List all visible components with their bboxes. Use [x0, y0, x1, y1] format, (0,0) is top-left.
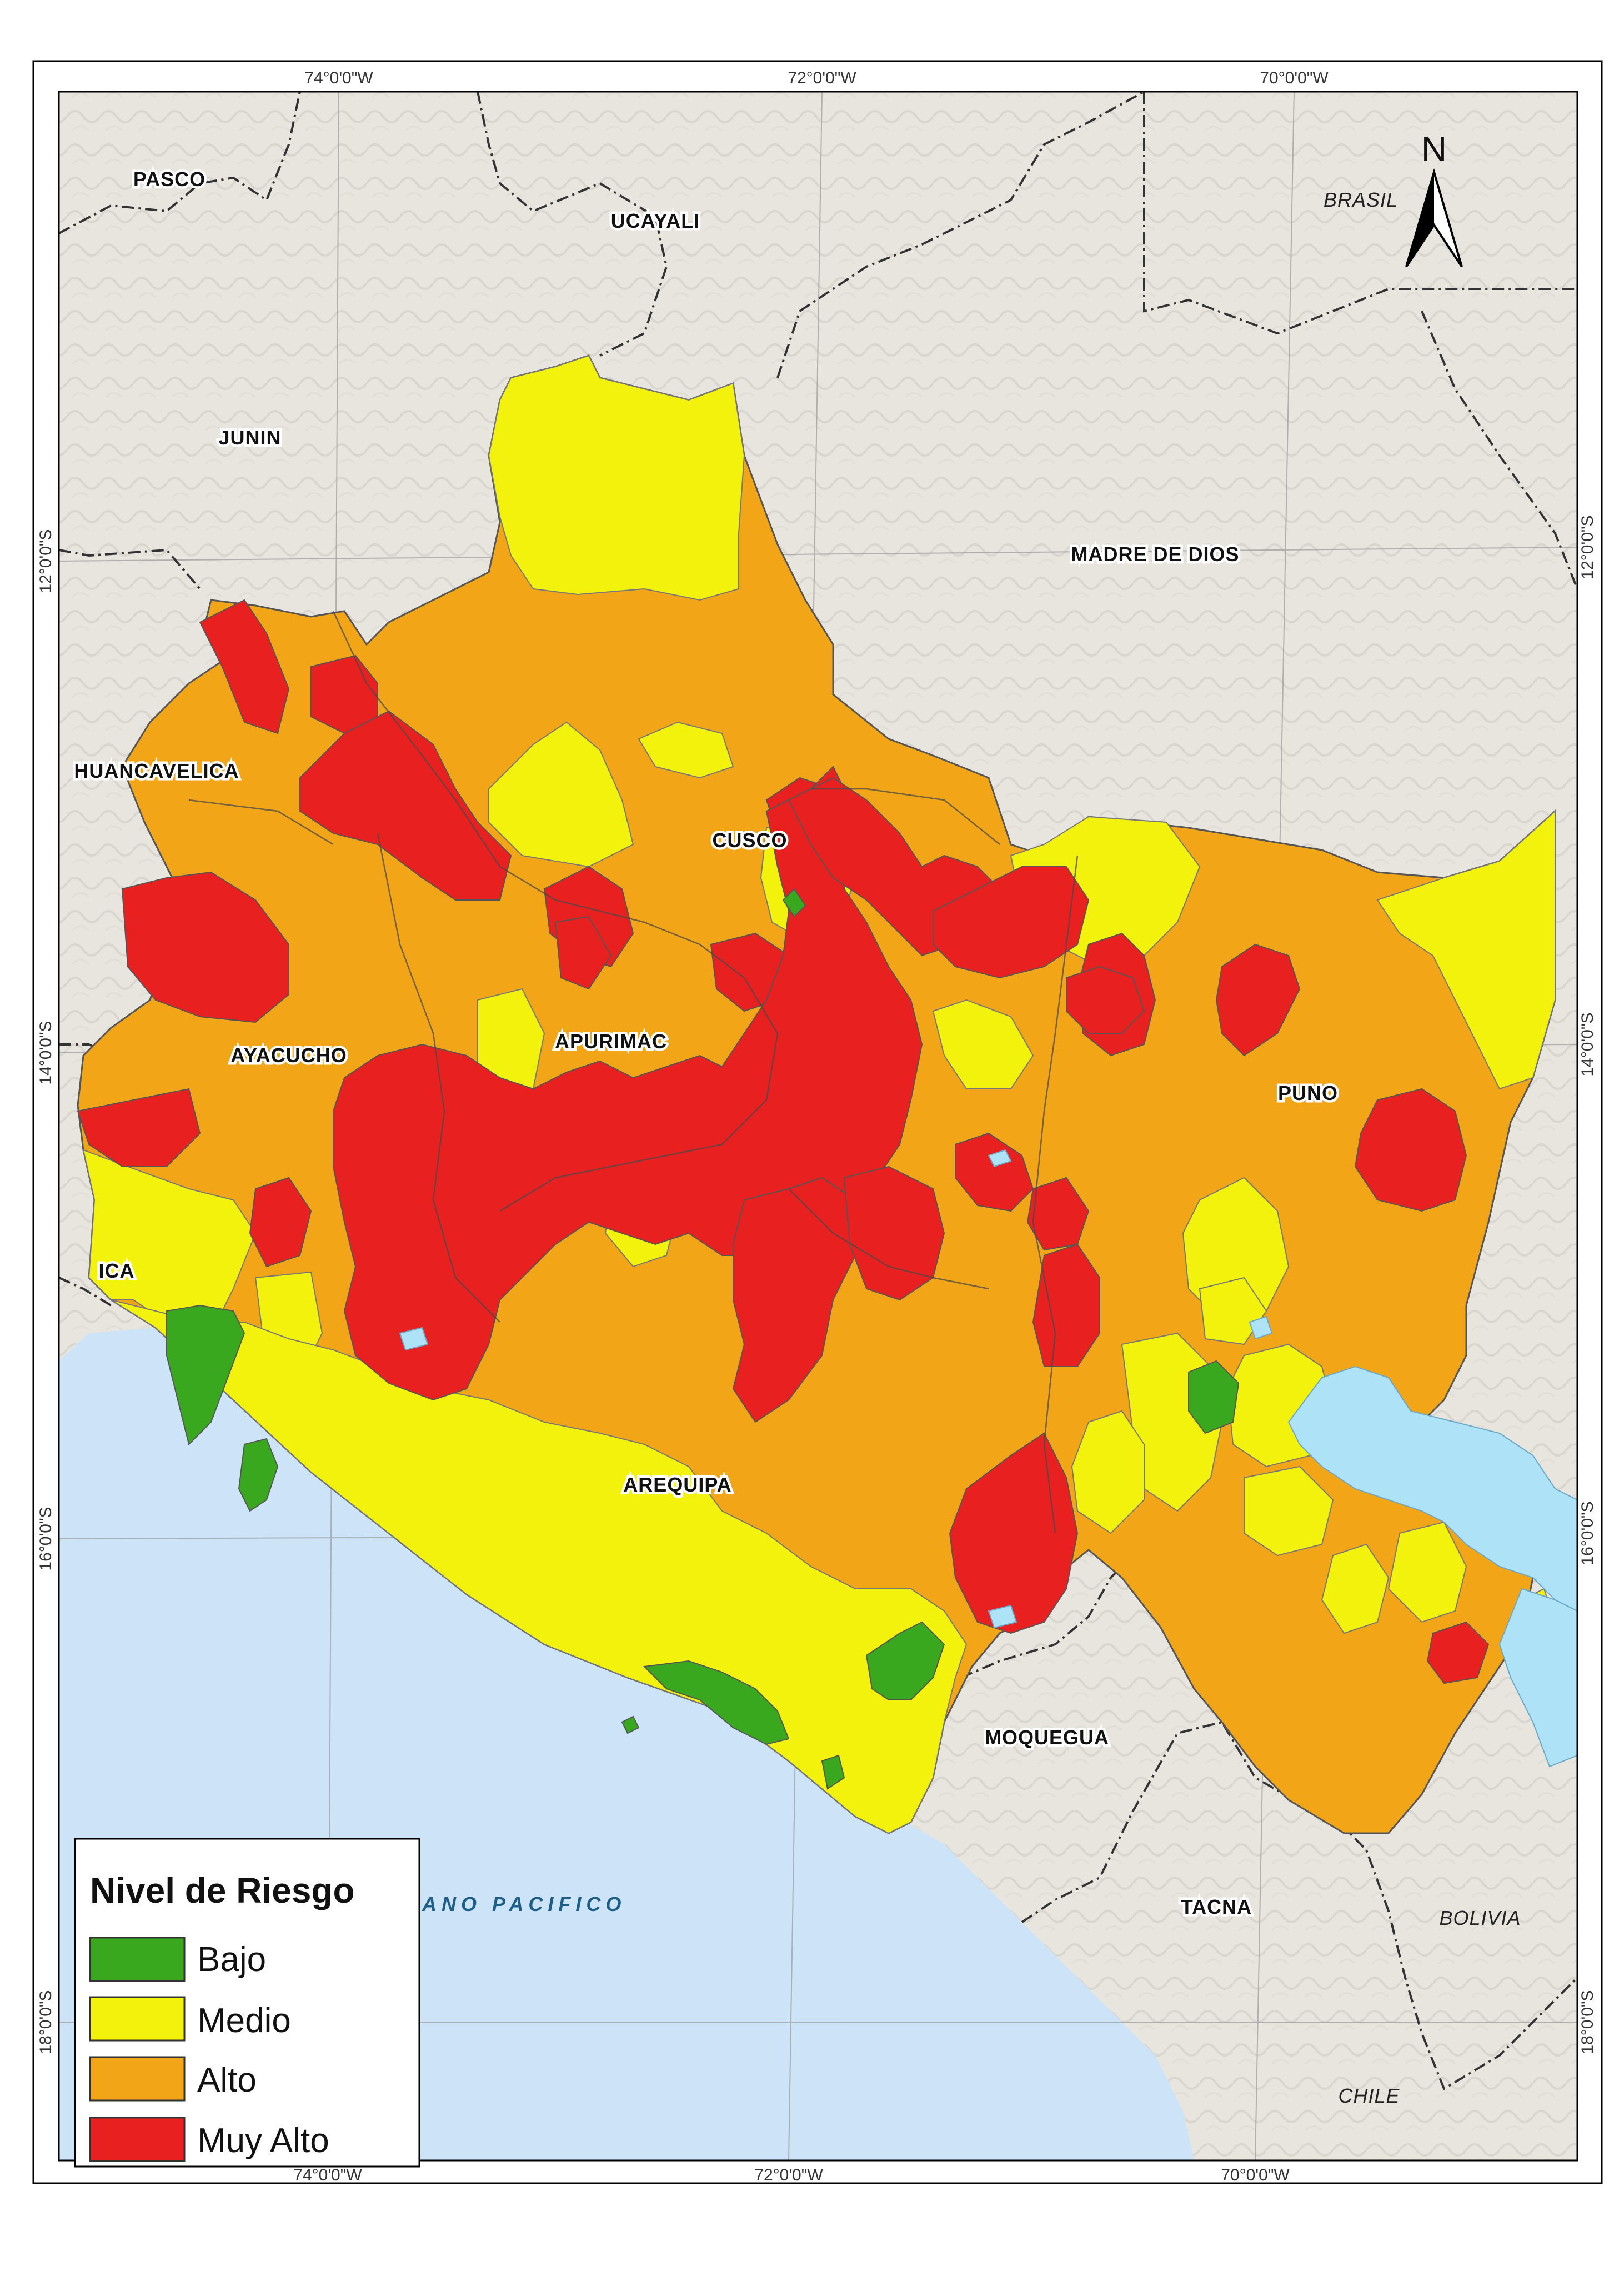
region-label-ica: ICA: [99, 1259, 135, 1282]
legend-swatch-bajo: [89, 1937, 186, 1982]
legend-label-muy-alto: Muy Alto: [197, 2122, 329, 2160]
lake-titicaca: [1287, 1365, 1577, 1612]
legend-label-bajo: Bajo: [197, 1940, 266, 1979]
legend-label-alto: Alto: [197, 2061, 257, 2099]
region-label-cusco: CUSCO: [712, 829, 787, 852]
region-label-junin: JUNIN: [218, 426, 281, 449]
lake-south-bolivia: [1498, 1588, 1577, 1768]
legend-swatch-muy-alto: [89, 2117, 186, 2162]
region-label-pasco: PASCO: [133, 168, 205, 191]
region-label-ucayali: UCAYALI: [611, 209, 700, 232]
legend-title: Nivel de Riesgo: [90, 1870, 355, 1910]
legend-swatch-medio: [89, 1996, 186, 2042]
department-borders: [59, 92, 1577, 2090]
region-label-tacna: TACNA: [1181, 1895, 1252, 1918]
lat-right-16: 16°0'0"S: [1578, 1501, 1597, 1565]
legend: Nivel de Riesgo Bajo Medio Alto Muy Alto: [74, 1838, 420, 2168]
region-label-moquegua: MOQUEGUA: [985, 1726, 1109, 1749]
lon-top-74: 74°0'0"W: [304, 69, 373, 87]
lon-top-70: 70°0'0"W: [1260, 69, 1329, 87]
map-border: [58, 91, 1578, 2162]
region-label-madre-de-dios: MADRE DE DIOS: [1071, 543, 1239, 566]
lon-bottom-70: 70°0'0"W: [1221, 2166, 1290, 2184]
lat-left-18: 18°0'0"S: [37, 1990, 55, 2054]
lat-right-14: 14°0'0"S: [1578, 1012, 1597, 1076]
region-label-ayacucho: AYACUCHO: [230, 1044, 347, 1067]
risk-bajo-zones: [166, 888, 1240, 1790]
lakes: [399, 1149, 1577, 1768]
region-label-arequipa: AREQUIPA: [623, 1473, 731, 1496]
lon-top-72: 72°0'0"W: [788, 69, 856, 87]
lat-right-18: 18°0'0"S: [1578, 1990, 1597, 2054]
region-label-puno: PUNO: [1278, 1082, 1338, 1104]
province-lines: [188, 611, 1079, 1534]
lat-left-14: 14°0'0"S: [37, 1021, 55, 1084]
legend-swatch-alto: [89, 2056, 186, 2102]
ocean-label: ANO PACIFICO: [422, 1893, 626, 1915]
lon-bottom-74: 74°0'0"W: [293, 2166, 362, 2184]
legend-label-medio: Medio: [197, 2002, 291, 2040]
region-label-apurimac: APURIMAC: [555, 1030, 667, 1053]
north-label: N: [1421, 129, 1447, 169]
lat-left-16: 16°0'0"S: [37, 1507, 55, 1570]
country-label-brasil: BRASIL: [1324, 188, 1398, 211]
country-label-chile: CHILE: [1338, 2084, 1400, 2107]
lat-left-12: 12°0'0"S: [37, 529, 55, 593]
risk-muy-alto-zones: [77, 599, 1490, 1684]
lake-small-4: [1249, 1315, 1273, 1340]
north-arrow: N: [1405, 129, 1463, 268]
lake-small-1: [988, 1149, 1012, 1168]
lake-small-2: [399, 1327, 429, 1351]
lat-right-12: 12°0'0"S: [1578, 515, 1597, 579]
region-label-huancavelica: HUANCAVELICA: [74, 759, 239, 782]
lon-bottom-72: 72°0'0"W: [754, 2166, 823, 2184]
country-label-bolivia: BOLIVIA: [1439, 1907, 1521, 1929]
lake-small-3: [988, 1604, 1017, 1629]
